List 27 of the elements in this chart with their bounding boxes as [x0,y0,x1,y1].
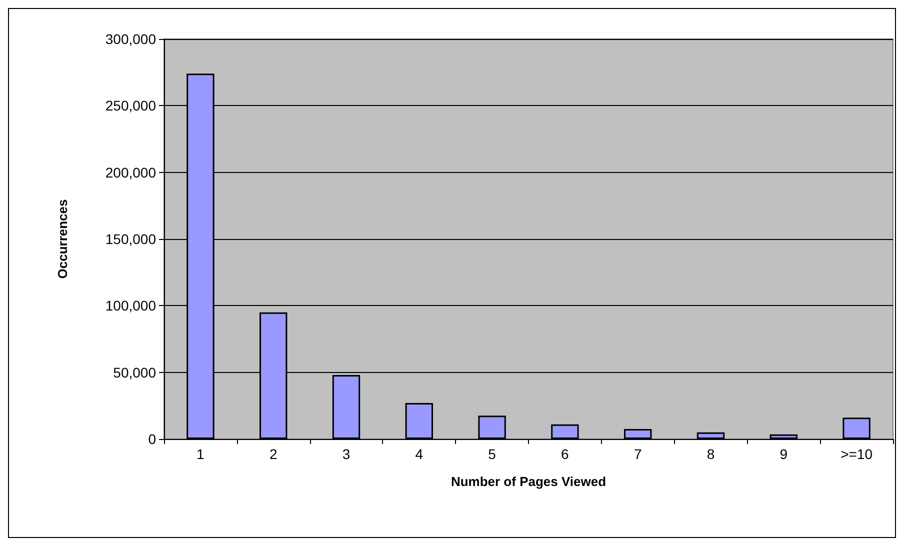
y-tick-label: 50,000 [113,364,156,380]
x-tick-label: 1 [196,446,205,462]
x-tick-label: 3 [342,446,350,462]
bar [405,403,433,439]
y-axis-title: Occurrences [55,199,70,279]
bar [332,375,360,439]
y-tick-label: 300,000 [105,31,156,47]
bar [551,424,579,439]
y-tick-label: 100,000 [105,298,156,314]
x-tick-label: 9 [780,446,788,462]
x-tick-label: 8 [706,446,715,462]
y-tick-label: 150,000 [105,231,156,247]
x-axis-title: Number of Pages Viewed [450,474,606,489]
x-tick-label: 4 [415,446,424,462]
x-tick-label: 7 [634,446,642,462]
bar [478,416,506,439]
bar [842,418,870,439]
x-tick-label: 2 [269,446,278,462]
x-tick-label: >=10 [840,446,873,462]
y-tick-label: 0 [148,431,156,447]
y-tick-label: 250,000 [105,98,156,114]
bar [624,429,652,439]
x-tick-label: 6 [561,446,570,462]
bar [696,432,725,439]
y-tick-label: 200,000 [105,164,156,180]
x-tick-label: 5 [488,446,496,462]
bar [770,434,798,439]
